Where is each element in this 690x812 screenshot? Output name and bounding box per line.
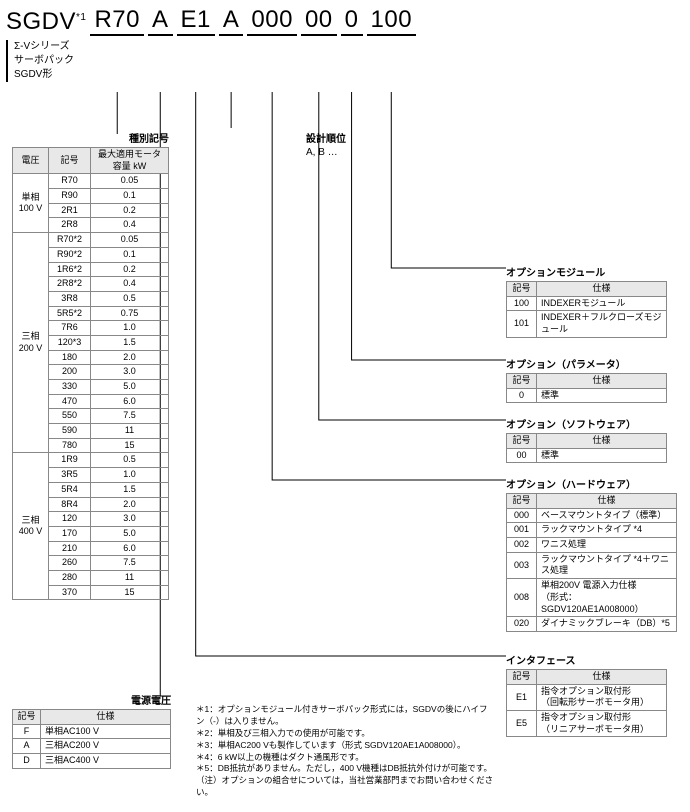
- seg-interface: E1: [177, 6, 215, 36]
- series-line-2: SGDV形: [14, 68, 684, 82]
- diagram: 種別記号 電圧記号最大適用モータ容量 kW単相100 VR700.05R900.…: [6, 92, 684, 802]
- seg-type: R70: [90, 6, 144, 36]
- seg-opt-param: 0: [341, 6, 363, 36]
- seg-voltage: A: [148, 6, 173, 36]
- option-hard-table: 記号仕様000ベースマウントタイプ（標準）001ラックマウントタイプ *4002…: [506, 493, 677, 632]
- option-hard-title: オプション（ハードウェア）: [506, 476, 677, 491]
- seg-opt-soft: 00: [301, 6, 337, 36]
- type-table: 電圧記号最大適用モータ容量 kW単相100 VR700.05R900.12R10…: [12, 147, 169, 600]
- model-prefix: SGDV*1: [6, 8, 86, 36]
- power-table: 記号仕様F単相AC100 VA三相AC200 VD三相AC400 V: [12, 709, 171, 769]
- model-sup: *1: [76, 12, 86, 23]
- power-title: 電源電圧: [12, 692, 171, 707]
- seg-opt-module: 100: [367, 6, 417, 36]
- interface-table: 記号仕様E1指令オプション取付形（回転形サーボモータ用）E5指令オプション取付形…: [506, 669, 667, 737]
- option-module-table: 記号仕様100INDEXERモジュール101INDEXER＋フルクローズモジュー…: [506, 281, 667, 338]
- model-number-row: SGDV*1 R70 A E1 A 000 00 0 100: [6, 6, 684, 36]
- seg-design: A: [219, 6, 244, 36]
- series-line-1: サーボパック: [14, 54, 684, 68]
- interface-title: インタフェース: [506, 652, 667, 667]
- option-param-title: オプション（パラメータ）: [506, 356, 667, 371]
- option-param-block: オプション（パラメータ） 記号仕様0標準: [506, 354, 667, 403]
- option-param-table: 記号仕様0標準: [506, 373, 667, 403]
- series-line-0: Σ-Vシリーズ: [14, 40, 684, 54]
- option-module-block: オプションモジュール 記号仕様100INDEXERモジュール101INDEXER…: [506, 262, 667, 338]
- interface-block: インタフェース 記号仕様E1指令オプション取付形（回転形サーボモータ用）E5指令…: [506, 650, 667, 737]
- option-soft-title: オプション（ソフトウェア）: [506, 416, 667, 431]
- type-block: 種別記号 電圧記号最大適用モータ容量 kW単相100 VR700.05R900.…: [12, 128, 169, 600]
- design-block: 設計順位 A, B …: [306, 128, 346, 158]
- option-module-title: オプションモジュール: [506, 264, 667, 279]
- design-sub: A, B …: [306, 147, 346, 158]
- option-soft-block: オプション（ソフトウェア） 記号仕様00標準: [506, 414, 667, 463]
- design-title: 設計順位: [306, 130, 346, 145]
- type-title: 種別記号: [12, 130, 169, 145]
- notes-block: ＊1：オプションモジュール付きサーボパック形式には，SGDVの後にハイフン（-）…: [196, 704, 496, 799]
- series-block: Σ-Vシリーズ サーボパック SGDV形: [6, 40, 684, 82]
- power-block: 電源電圧 記号仕様F単相AC100 VA三相AC200 VD三相AC400 V: [12, 690, 171, 769]
- model-prefix-text: SGDV: [6, 8, 76, 35]
- seg-opt-hard: 000: [247, 6, 297, 36]
- option-hard-block: オプション（ハードウェア） 記号仕様000ベースマウントタイプ（標準）001ラッ…: [506, 474, 677, 632]
- option-soft-table: 記号仕様00標準: [506, 433, 667, 463]
